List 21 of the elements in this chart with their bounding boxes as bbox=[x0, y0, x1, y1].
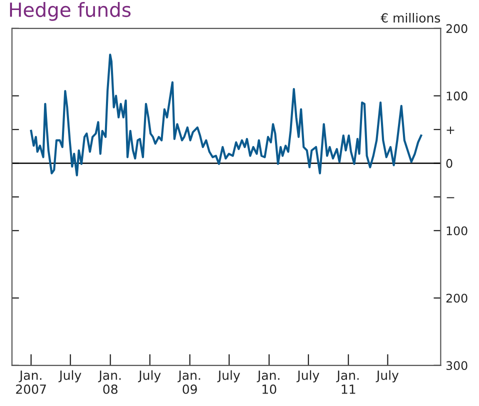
x-tick-label: Jan. 09 bbox=[178, 370, 200, 394]
y-tick-label: 100 bbox=[446, 226, 468, 236]
y-axis-title: € millions bbox=[380, 12, 440, 23]
y-tick-label: 300 bbox=[446, 361, 468, 370]
line-series bbox=[30, 54, 422, 176]
x-tick-label: July bbox=[138, 370, 161, 382]
y-tick-label: 200 bbox=[446, 24, 468, 34]
x-tick-label: July bbox=[376, 370, 399, 382]
x-tick-label: July bbox=[296, 370, 320, 382]
y-tick-label: 200 bbox=[446, 294, 468, 303]
x-tick-label: July bbox=[217, 370, 240, 382]
x-tick-label: Jan. 11 bbox=[336, 370, 359, 394]
x-tick-label: Jan. 2007 bbox=[16, 370, 46, 394]
y-tick-label: − bbox=[446, 197, 454, 198]
y-tick-label: 0 bbox=[446, 158, 452, 168]
x-tick-label: Jan. 08 bbox=[98, 370, 121, 394]
x-tick-label: Jan. 10 bbox=[256, 370, 280, 394]
chart-title: Hedge funds bbox=[10, 2, 131, 21]
y-tick-label: 100 bbox=[446, 92, 468, 100]
x-tick-label: July bbox=[58, 370, 82, 382]
y-tick-label: + bbox=[446, 126, 454, 134]
